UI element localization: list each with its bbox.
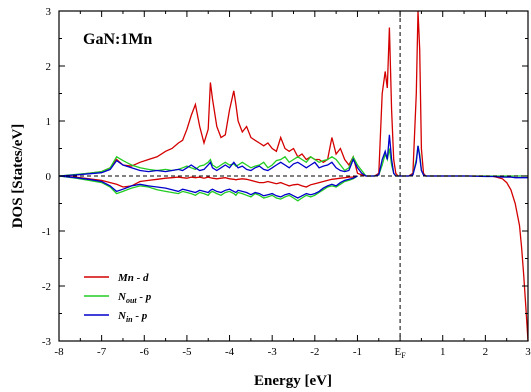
x-axis-ticks: -8 -7 -6 -5 -4 -3 -2 -1 EF 1 2 3 [54, 11, 531, 360]
x-tick-label: -1 [353, 346, 362, 358]
x-tick-label: 3 [525, 346, 531, 358]
chart-annotation: GaN:1Mn [83, 31, 152, 48]
legend-label-n-in-sub: in [126, 315, 133, 324]
legend-label-n-in-p: Nin - p [117, 310, 148, 324]
x-tick-label: -3 [268, 346, 278, 358]
series-n-in-p-spin-up [58, 134, 528, 179]
x-tick-label: -7 [97, 346, 107, 358]
y-tick-label: 0 [46, 171, 52, 183]
x-tick-label: -8 [54, 346, 64, 358]
y-tick-label: 2 [46, 61, 52, 73]
y-tick-label: 3 [46, 6, 52, 18]
x-tick-label: -4 [225, 346, 235, 358]
x-tick-label: -6 [140, 346, 150, 358]
legend-label-n-out-tail: - p [137, 291, 152, 303]
legend-label-n-out-main: N [117, 291, 127, 303]
x-axis-title: Energy [eV] [254, 373, 332, 389]
legend-label-mn-d: Mn - d [117, 272, 149, 284]
series-n-in-p-spin-down [58, 175, 358, 199]
x-tick-label: -5 [182, 346, 192, 358]
legend-label-n-out-sub: out [126, 296, 137, 305]
y-tick-label: -1 [42, 226, 51, 238]
series-layer [58, 10, 529, 342]
x-tick-label: -2 [310, 346, 319, 358]
series-n-out-p-spin-down [58, 175, 358, 202]
y-axis-title: DOS [States/eV] [10, 124, 26, 229]
legend: Mn - d Nout - p Nin - p [84, 272, 152, 324]
y-axis-ticks: -3 -2 -1 0 1 2 3 [42, 6, 528, 348]
x-tick-label: 1 [440, 346, 446, 358]
x-tick-label: EF [394, 346, 406, 360]
legend-label-n-out-p: Nout - p [117, 291, 152, 305]
legend-label-n-in-tail: - p [133, 310, 148, 322]
y-tick-label: -2 [42, 281, 51, 293]
legend-label-mn-d-text: Mn - d [117, 272, 149, 284]
x-tick-label: 2 [483, 346, 489, 358]
legend-label-n-in-main: N [117, 310, 127, 322]
series-mn-d-spin-up [58, 10, 529, 342]
y-tick-label: -3 [42, 336, 52, 348]
series-mn-d-spin-down [58, 175, 358, 188]
y-tick-label: 1 [46, 116, 52, 128]
